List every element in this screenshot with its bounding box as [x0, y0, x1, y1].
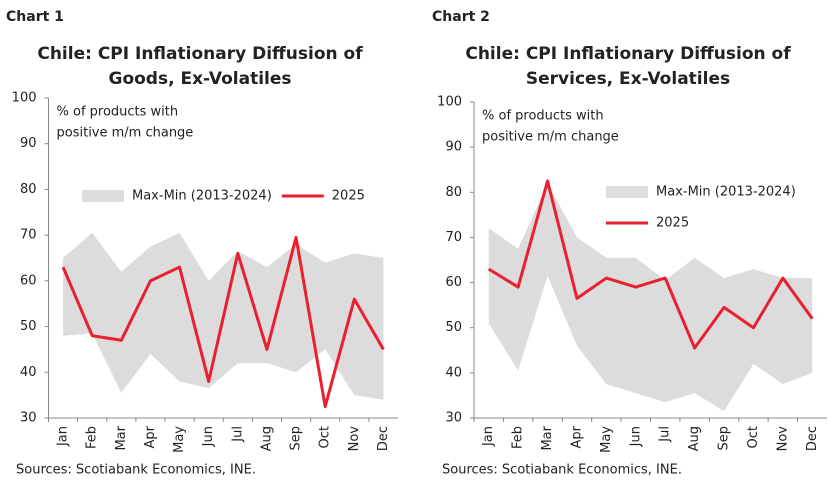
x-tick-label: Feb: [511, 426, 526, 449]
legend-label: 2025: [656, 216, 689, 231]
legend-label: Max-Min (2013-2024): [656, 185, 796, 200]
x-tick-label: Jan: [56, 426, 71, 447]
y-tick-label: 50: [445, 320, 462, 335]
x-tick-label: Dec: [376, 426, 391, 451]
y-tick-label: 30: [445, 411, 462, 426]
x-tick-label: Oct: [318, 426, 333, 448]
legend-swatch: [82, 190, 124, 202]
line: [61, 235, 385, 409]
line: [487, 179, 814, 350]
chart-label: Chart 1: [6, 9, 64, 25]
x-tick-label: Dec: [805, 426, 820, 451]
x-tick-label: Jul: [658, 426, 673, 443]
x-tick-label: Jul: [230, 426, 245, 443]
y-tick-label: 40: [20, 365, 37, 380]
range-band: [488, 183, 813, 412]
x-tick-label: Sep: [717, 426, 732, 451]
source: Sources: Scotiabank Economics, INE.: [16, 463, 256, 478]
source: Sources: Scotiabank Economics, INE.: [442, 463, 682, 478]
y-tick-label: 90: [20, 136, 37, 151]
y-tick-label: 30: [20, 411, 37, 426]
chart-title: Goods, Ex-Volatiles: [108, 69, 291, 89]
x-tick-label: Feb: [85, 426, 100, 449]
x-tick-label: Aug: [259, 426, 274, 451]
legend-label: Max-Min (2013-2024): [132, 189, 272, 204]
chart-title: Services, Ex-Volatiles: [526, 69, 730, 89]
legend-label: 2025: [332, 189, 365, 204]
y-tick-label: 70: [445, 230, 462, 245]
y-tick-label: 100: [12, 91, 37, 106]
x-tick-label: Aug: [687, 426, 702, 451]
x-tick-label: Apr: [143, 425, 158, 448]
chart-title: Chile: CPI Inflationary Diffusion of: [37, 44, 363, 64]
x-tick-label: Apr: [569, 425, 584, 448]
y-tick-label: 50: [20, 319, 37, 334]
y-tick-label: 80: [445, 185, 462, 200]
legend-swatch: [606, 186, 648, 198]
x-tick-label: Nov: [347, 426, 362, 452]
x-tick-label: May: [172, 426, 187, 453]
y-tick-label: 100: [437, 95, 462, 110]
x-tick-label: Sep: [289, 426, 304, 451]
y-tick-label: 60: [445, 275, 462, 290]
x-tick-label: Nov: [775, 426, 790, 452]
y-tick-label: 60: [20, 273, 37, 288]
x-tick-label: Mar: [114, 425, 129, 450]
x-tick-label: Jan: [481, 426, 496, 447]
y-tick-label: 80: [20, 182, 37, 197]
chart-title: Chile: CPI Inflationary Diffusion of: [465, 44, 791, 64]
annotation: positive m/m change: [482, 130, 619, 145]
x-tick-label: Jun: [628, 426, 643, 447]
x-tick-label: May: [599, 426, 614, 453]
y-tick-label: 70: [20, 228, 37, 243]
y-tick-label: 40: [445, 365, 462, 380]
x-tick-label: Jun: [201, 426, 216, 447]
x-tick-label: Mar: [540, 425, 555, 450]
annotation: % of products with: [482, 109, 604, 124]
chart-label: Chart 2: [432, 9, 490, 25]
x-tick-label: Oct: [746, 426, 761, 448]
annotation: % of products with: [57, 105, 179, 120]
annotation: positive m/m change: [57, 126, 194, 141]
y-tick-label: 90: [445, 140, 462, 155]
